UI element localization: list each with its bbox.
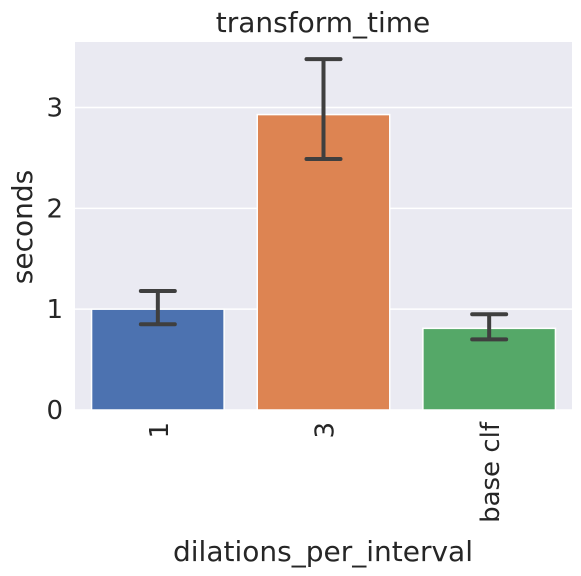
y-tick-label: 0: [46, 396, 63, 426]
y-tick-label: 2: [46, 194, 63, 224]
y-axis-label: seconds: [6, 170, 39, 284]
bar-3: [422, 327, 557, 411]
error-bars: [138, 57, 509, 342]
y-tick-label: 3: [46, 94, 63, 124]
x-tick-label: base clf: [476, 421, 506, 523]
chart-title: transform_time: [216, 6, 431, 39]
x-tick-label: 1: [145, 422, 175, 439]
x-axis-label: dilations_per_interval: [173, 535, 473, 568]
bars: [90, 113, 557, 411]
x-tick-labels: 1 3 base clf: [145, 421, 506, 523]
y-tick-label: 1: [46, 295, 63, 325]
x-tick-label: 3: [311, 422, 341, 439]
bar-2: [256, 113, 391, 411]
y-tick-labels: 0 1 2 3: [46, 94, 63, 426]
